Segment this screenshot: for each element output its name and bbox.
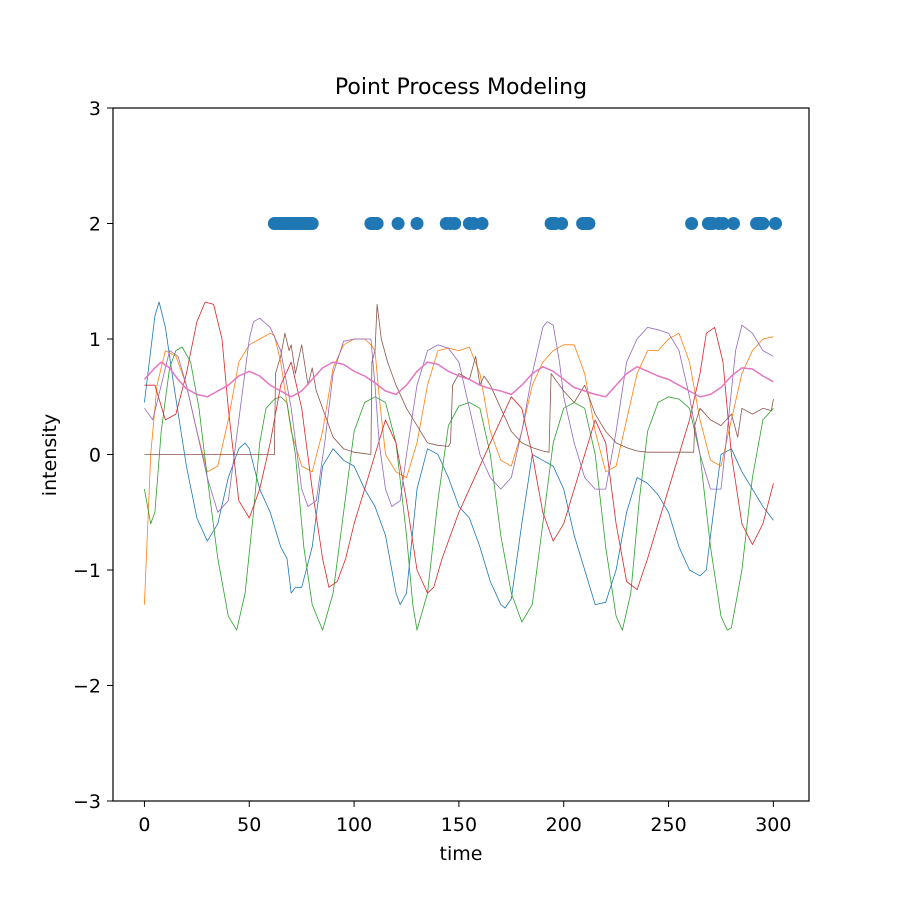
x-axis: 0 50 100 150 200 250 300 [138, 801, 791, 836]
series-line-4 [144, 301, 774, 594]
events-layer [267, 217, 782, 230]
series-line-5 [144, 317, 774, 513]
event-marker [305, 217, 319, 230]
event-marker [582, 217, 596, 230]
event-marker [756, 217, 770, 230]
event-marker [370, 217, 384, 230]
event-marker [685, 217, 699, 230]
x-tick-label: 0 [138, 814, 150, 836]
x-tick-label: 50 [237, 814, 261, 836]
x-tick-label: 250 [650, 814, 686, 836]
y-tick-label: −1 [73, 560, 101, 582]
event-marker [727, 217, 740, 230]
event-marker [410, 217, 424, 230]
x-tick-label: 150 [441, 814, 477, 836]
event-marker [448, 217, 462, 230]
y-tick-label: 3 [89, 98, 101, 120]
y-axis: −3 −2 −1 0 1 2 3 [73, 98, 113, 813]
event-marker [769, 217, 782, 230]
y-tick-label: 0 [89, 445, 101, 467]
x-tick-label: 100 [336, 814, 372, 836]
chart-title: Point Process Modeling [335, 75, 587, 100]
series-layer [143, 301, 774, 631]
x-tick-label: 200 [546, 814, 582, 836]
x-tick-label: 300 [755, 814, 791, 836]
y-tick-label: −2 [73, 676, 101, 698]
x-axis-label: time [440, 843, 483, 865]
event-marker [475, 217, 489, 230]
y-tick-label: 1 [89, 329, 101, 351]
series-line-7 [143, 361, 774, 398]
y-axis-label: intensity [39, 414, 61, 496]
event-marker [391, 217, 405, 230]
y-tick-label: −3 [73, 791, 101, 813]
series-line-2 [144, 332, 774, 605]
y-tick-label: 2 [89, 214, 101, 236]
event-marker [555, 217, 569, 230]
series-line-1 [144, 301, 774, 609]
event-marker [716, 217, 730, 230]
series-line-3 [144, 346, 774, 631]
